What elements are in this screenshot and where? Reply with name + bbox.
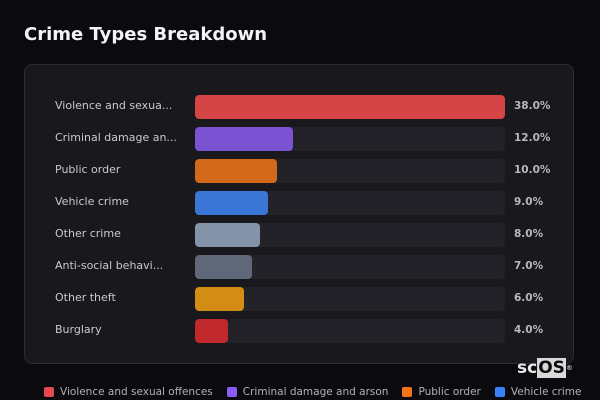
bar-label: Other crime — [55, 227, 121, 240]
bar-track — [195, 287, 505, 311]
legend-item[interactable]: Vehicle crime — [494, 386, 582, 398]
bar-row: Burglary 4.0% — [25, 319, 573, 343]
bar-fill[interactable] — [195, 159, 277, 183]
bar-row: Other theft 6.0% — [25, 287, 573, 311]
legend-swatch-icon — [226, 387, 237, 397]
bar-fill[interactable] — [195, 127, 293, 151]
legend-swatch-icon — [494, 387, 505, 397]
bar-track — [195, 191, 505, 215]
legend-item[interactable]: Violence and sexual offences — [44, 386, 213, 398]
bar-fill[interactable] — [195, 287, 244, 311]
legend-label: Public order — [418, 386, 481, 398]
bar-row: Public order 10.0% — [25, 159, 573, 183]
bar-row: Criminal damage an... 12.0% — [25, 127, 573, 151]
bar-label: Public order — [55, 163, 121, 176]
bar-fill[interactable] — [195, 95, 505, 119]
bar-value: 4.0% — [514, 324, 544, 336]
bar-value: 10.0% — [514, 164, 551, 176]
bar-fill[interactable] — [195, 191, 269, 215]
bar-track — [195, 255, 505, 279]
bar-row: Other crime 8.0% — [25, 223, 573, 247]
bar-track — [195, 223, 505, 247]
legend-item[interactable]: Criminal damage and arson — [226, 386, 389, 398]
bar-row: Anti-social behavi... 7.0% — [25, 255, 573, 279]
legend-label: Criminal damage and arson — [242, 386, 389, 398]
bar-value: 7.0% — [514, 260, 544, 272]
legend-swatch-icon — [44, 387, 54, 397]
chart-panel: Violence and sexua... 38.0% Criminal damag… — [24, 64, 574, 364]
bar-row: Vehicle crime 9.0% — [25, 191, 573, 215]
chart-title: Crime Types Breakdown — [24, 24, 268, 45]
bar-label: Burglary — [55, 323, 102, 336]
bar-fill[interactable] — [195, 255, 253, 279]
bar-track — [195, 127, 505, 151]
bar-label: Violence and sexua... — [55, 99, 173, 112]
bar-row: Violence and sexua... 38.0% — [25, 95, 573, 119]
logo-prefix: sc — [517, 358, 538, 378]
legend-label: Vehicle crime — [510, 386, 582, 398]
legend: Violence and sexual offences Criminal dam… — [44, 386, 581, 398]
bar-label: Criminal damage an... — [55, 131, 177, 144]
bar-track — [195, 159, 505, 183]
scos-logo: scOS® — [517, 358, 573, 378]
legend-label: Violence and sexual offences — [60, 386, 213, 398]
bar-label: Vehicle crime — [55, 195, 129, 208]
legend-swatch-icon — [402, 387, 413, 397]
bar-value: 38.0% — [514, 100, 551, 112]
logo-boxed: OS — [537, 358, 566, 378]
bar-fill[interactable] — [195, 319, 228, 343]
bar-label: Other theft — [55, 291, 116, 304]
bar-value: 9.0% — [514, 196, 544, 208]
bar-value: 12.0% — [514, 132, 551, 144]
registered-mark-icon: ® — [565, 364, 573, 372]
bar-track — [195, 95, 505, 119]
bar-track — [195, 319, 505, 343]
legend-item[interactable]: Public order — [402, 386, 481, 398]
bar-fill[interactable] — [195, 223, 261, 247]
bar-value: 8.0% — [514, 228, 544, 240]
bar-value: 6.0% — [514, 292, 544, 304]
bar-label: Anti-social behavi... — [55, 259, 164, 272]
